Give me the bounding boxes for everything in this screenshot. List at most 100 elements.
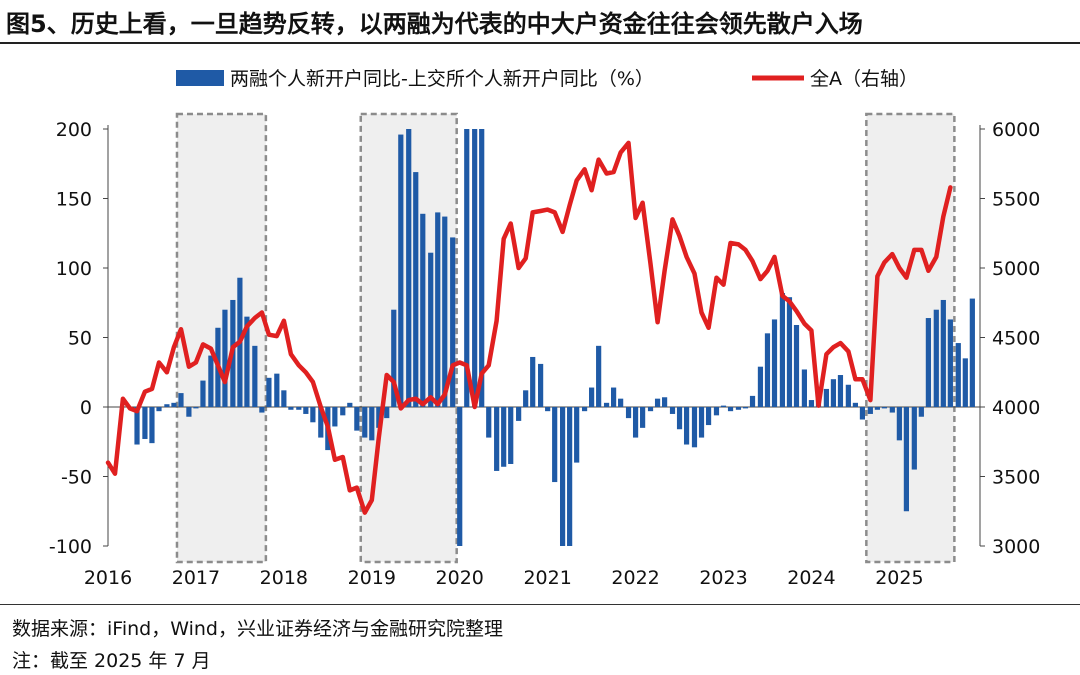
bar — [933, 309, 939, 407]
legend-bar-label: 两融个人新开户同比-上交所个人新开户同比（%） — [230, 68, 654, 90]
bar — [156, 407, 162, 412]
footer-rule — [0, 604, 1080, 605]
bar — [413, 172, 419, 407]
bar — [661, 397, 668, 407]
bar — [391, 309, 397, 407]
bar — [420, 213, 426, 407]
bar — [398, 134, 404, 407]
bar — [303, 407, 309, 414]
bar — [530, 356, 536, 407]
bar — [640, 407, 646, 428]
bar — [669, 407, 676, 414]
bar — [464, 129, 470, 407]
bar — [523, 390, 529, 407]
x-tick-label: 2023 — [699, 567, 747, 589]
bar — [618, 398, 624, 407]
bar — [896, 407, 902, 441]
bar — [779, 293, 786, 407]
bar — [793, 324, 800, 407]
bar — [859, 407, 866, 420]
bar — [764, 333, 771, 407]
bar — [384, 407, 390, 419]
bar — [274, 373, 280, 407]
bar — [742, 407, 749, 409]
line-series-quanA — [105, 140, 953, 515]
bar — [581, 407, 588, 412]
bar — [567, 407, 573, 546]
bar — [837, 375, 844, 407]
title-rule — [0, 42, 1080, 44]
bar — [808, 400, 815, 407]
right-tick-label: 3500 — [992, 467, 1040, 489]
bar — [771, 319, 778, 407]
bar — [457, 407, 463, 546]
bar — [874, 407, 880, 410]
x-tick-label: 2020 — [436, 567, 484, 589]
bar — [552, 407, 558, 483]
bar — [406, 129, 412, 407]
bar — [881, 407, 888, 409]
bar — [801, 369, 808, 407]
right-tick-label: 3000 — [992, 536, 1040, 558]
bar — [538, 363, 544, 407]
bar — [830, 379, 837, 407]
x-tick-label: 2016 — [84, 567, 132, 589]
bar — [332, 407, 338, 427]
bar — [698, 407, 705, 438]
bar — [266, 377, 272, 407]
bar — [903, 407, 910, 512]
bar — [867, 407, 873, 414]
right-tick-label: 4000 — [992, 397, 1040, 419]
bar — [559, 407, 566, 546]
bar — [193, 407, 199, 409]
bar — [428, 252, 434, 407]
bar — [940, 299, 946, 407]
x-tick-label: 2021 — [523, 567, 571, 589]
bar — [735, 407, 742, 410]
x-tick-label: 2018 — [260, 567, 308, 589]
left-tick-label: -50 — [61, 467, 92, 489]
bar — [508, 407, 514, 464]
left-tick-label: 200 — [56, 119, 92, 141]
bar — [727, 407, 734, 412]
bar — [442, 216, 448, 407]
bar — [362, 407, 368, 438]
bar — [369, 407, 375, 441]
bar — [955, 343, 961, 407]
bar — [178, 393, 184, 407]
bar — [625, 407, 632, 419]
bar — [310, 407, 316, 423]
right-tick-label: 5000 — [992, 258, 1040, 280]
bar — [574, 407, 580, 463]
bar — [347, 402, 353, 407]
bar — [683, 407, 690, 445]
bar — [647, 407, 654, 412]
bar — [852, 402, 859, 407]
bar — [918, 407, 924, 417]
bar — [713, 407, 720, 416]
bar — [435, 212, 441, 407]
bar — [889, 407, 895, 413]
date-note: 注：截至 2025 年 7 月 — [12, 650, 211, 672]
bar — [603, 402, 610, 407]
left-tick-label: 50 — [68, 328, 92, 350]
bar — [200, 380, 206, 407]
right-tick-label: 5500 — [992, 189, 1040, 211]
bar — [281, 390, 287, 407]
x-tick-label: 2022 — [611, 567, 659, 589]
bar — [925, 318, 931, 407]
bar — [208, 355, 214, 407]
bar — [720, 405, 727, 407]
bar — [376, 407, 382, 428]
bar — [676, 407, 683, 430]
legend-bar-swatch — [176, 70, 224, 86]
bar — [494, 407, 500, 471]
bar — [823, 388, 829, 407]
bar — [947, 319, 953, 407]
bar — [472, 129, 478, 407]
bar — [164, 404, 170, 407]
bar — [545, 407, 551, 412]
bar — [610, 387, 617, 407]
bar — [134, 407, 140, 445]
x-tick-label: 2024 — [787, 567, 835, 589]
